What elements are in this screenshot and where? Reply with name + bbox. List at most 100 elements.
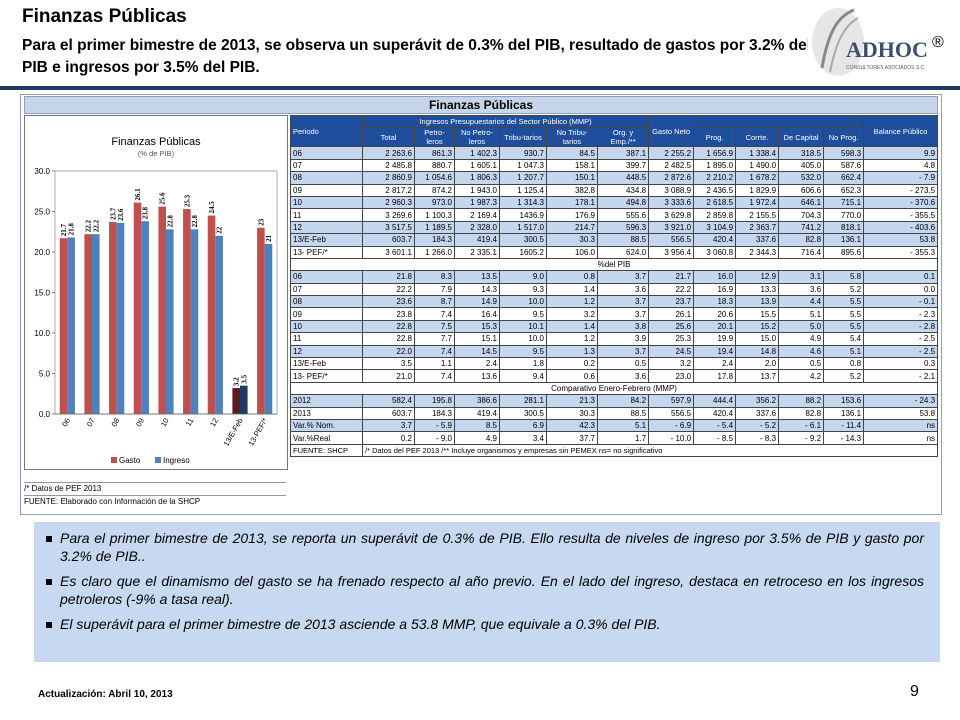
chart-source: FUENTE: Elaborado con Información de la …	[24, 495, 286, 508]
data-label: 22	[216, 226, 224, 234]
bar-gasto	[59, 238, 68, 414]
table-cell: - 10.0	[648, 431, 695, 445]
col-header-gasto-detalle	[693, 114, 865, 129]
col-subheader: Petro-leros	[414, 127, 455, 148]
table-cell: 8.7	[414, 295, 455, 309]
table-cell: 7.4	[414, 344, 455, 359]
table-cell: 7.4	[414, 307, 455, 321]
table-cell: 1 829.9	[735, 183, 780, 197]
table-cell: 42.3	[546, 418, 598, 433]
legend-label: Gasto	[119, 456, 141, 465]
table-header-row-2: Total Petro-leros No Petro-leros Tribu-tari…	[291, 127, 938, 148]
table-cell: 0.5	[596, 357, 650, 371]
table-cell: 603.7	[362, 233, 415, 247]
col-subheader: Prog.	[693, 127, 737, 148]
page-title: Finanzas Públicas	[22, 6, 187, 27]
table-cell: 4.2	[778, 369, 825, 383]
table-cell: - 9.2	[778, 431, 825, 445]
data-label: 22.2	[92, 219, 100, 232]
table-cell: - 8.5	[693, 431, 737, 445]
table-cell: 3 269.6	[362, 208, 415, 222]
table-cell: 3.7	[596, 295, 650, 309]
table-cell: 16.4	[454, 307, 500, 321]
table-cell: 23.7	[648, 295, 695, 309]
table-cell: 861.3	[414, 146, 455, 160]
col-header-periodo: Periodo	[290, 114, 363, 148]
table-cell: 158.1	[546, 158, 598, 173]
table-cell: - 11.4	[823, 418, 865, 433]
table-cell: 195.8	[414, 394, 455, 408]
table-cell: - 6.1	[778, 418, 825, 433]
table-cell: 741.2	[778, 220, 825, 235]
col-header-ingresos: Ingresos Presupuestarios del Sector Públ…	[361, 114, 650, 129]
table-cell: 24.5	[648, 344, 695, 359]
x-tick-label: 07	[85, 417, 97, 429]
table-cell: 532.0	[778, 171, 825, 185]
table-cell: 3 921.0	[648, 220, 695, 235]
table-cell: 23.0	[648, 369, 695, 383]
bar-gasto	[158, 206, 166, 414]
table-cell: 22.8	[362, 319, 415, 334]
table-cell: 21.0	[362, 369, 415, 383]
x-tick-label: 11	[184, 417, 196, 428]
table-row: 13- PEF/* 3 601.1 1 266.0 2 335.1 1605.2 106.…	[290, 245, 939, 259]
table-cell: 153.6	[823, 394, 865, 408]
table-cell: 818.1	[823, 220, 865, 235]
table-cell: 596.3	[596, 220, 650, 235]
table-cell: 1.2	[546, 332, 598, 346]
legend-swatch	[111, 457, 117, 463]
data-label: 22.2	[85, 219, 93, 232]
table-cell: 13.6	[454, 369, 500, 383]
table-row: 09 2 817.2 874.2 1 943.0 1 125.4 382.8 434.8 3 …	[290, 183, 939, 197]
table-header-row-1: Periodo Ingresos Presupuestarios del Sec…	[290, 114, 939, 148]
table-cell: 3.8	[596, 319, 650, 334]
table-cell: - 7.9	[863, 171, 939, 185]
page-number: 9	[910, 683, 919, 700]
table-cell: 318.5	[778, 146, 825, 160]
table-cell: 7.9	[414, 282, 455, 297]
table-cell: - 8.3	[735, 431, 780, 445]
table-cell: 106.0	[546, 245, 598, 259]
table-cell: 26.1	[648, 307, 695, 321]
table-cell: 13.7	[735, 369, 780, 383]
table-cell: 53.8	[863, 233, 939, 247]
bar-ingreso	[141, 221, 149, 414]
table-cell: 5.8	[823, 270, 865, 284]
bar-ingreso	[166, 229, 174, 414]
bar-gasto	[133, 202, 142, 414]
table-cell: 1.4	[546, 282, 598, 297]
table-row: 10 22.8 7.5 15.3 10.1 1.4 3.8 25.6 20.1 15.2 5.0 5.…	[290, 319, 939, 334]
table-cell: 1 100.3	[414, 208, 455, 222]
registered-mark: ®	[932, 34, 944, 51]
table-row: 11 3 269.6 1 100.3 2 169.4 1436.9 176.9 555.6 3…	[290, 208, 939, 222]
table-cell: 1 125.4	[499, 183, 547, 197]
table-cell: 15.2	[735, 319, 780, 334]
table-cell: 1 972.4	[735, 195, 780, 210]
chart-notes: /* Datos de PEF 2013 FUENTE: Elaborado c…	[24, 482, 286, 508]
fiscal-table: Periodo Ingresos Presupuestarios del Sec…	[289, 114, 939, 458]
table-cell: 337.6	[735, 233, 780, 247]
table-row: 2013 603.7 184.3 419.4 300.5 30.3 88.5 556.5 420…	[290, 406, 939, 421]
update-date: Actualización: Abril 10, 2013	[38, 689, 173, 700]
x-tick-label: 12	[208, 417, 220, 429]
table-cell: - 273.5	[863, 183, 939, 197]
table-cell: 3.4	[499, 431, 547, 445]
table-cell: 3.6	[596, 369, 650, 383]
table-cell: 2 436.5	[693, 183, 737, 197]
table-cell: 1 517.0	[499, 220, 547, 235]
table-cell: ns	[863, 418, 939, 433]
bullet-text: El superávit para el primer bimestre de …	[60, 616, 661, 632]
logo-graphic: ADHOC CONSULTORES ASOCIADOS S.C. ®	[808, 2, 946, 82]
row-label: 13- PEF/*	[290, 369, 363, 383]
header-divider	[0, 86, 960, 90]
table-cell: 4.4	[778, 295, 825, 309]
chart-subtitle: (% de PIB)	[138, 149, 175, 158]
table-cell: 5.5	[823, 295, 865, 309]
bar-ingreso	[240, 385, 248, 414]
row-label: 09	[290, 307, 363, 321]
table-cell: 5.5	[823, 319, 865, 334]
table-cell: 770.0	[823, 208, 865, 222]
table-cell: 3 088.9	[648, 183, 695, 197]
row-label: 2012	[290, 394, 363, 408]
table-cell: 715.1	[823, 195, 865, 210]
